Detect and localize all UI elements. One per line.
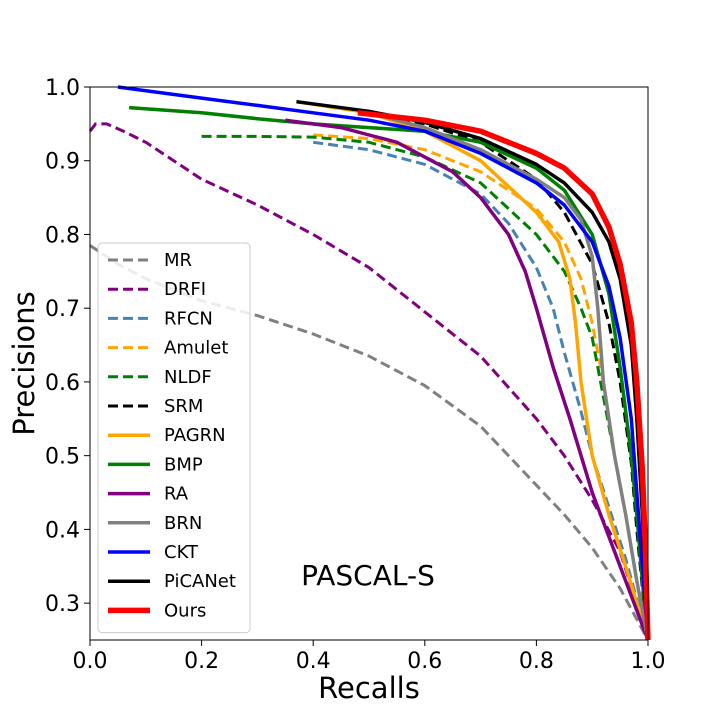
x-tick-label: 0.2	[184, 649, 219, 674]
legend-label: NLDF	[164, 367, 212, 388]
x-axis-ticks: 0.0 0.2 0.4 0.6 0.8 1.0	[73, 640, 666, 674]
x-axis-label: Recalls	[318, 671, 420, 705]
series-line-drfi	[88, 122, 650, 641]
plot-frame	[89, 86, 649, 641]
legend-label: Ours	[164, 600, 206, 621]
y-tick-label: 0.4	[45, 518, 80, 543]
x-tick-label: 0.8	[519, 649, 554, 674]
legend-label: BRN	[164, 513, 202, 534]
series-line-ours	[357, 110, 651, 641]
legend-label: Amulet	[164, 338, 228, 359]
legend-label: DRFI	[164, 279, 206, 300]
series-line-nldf	[201, 134, 650, 641]
legend-box	[97, 242, 251, 634]
legend-label: BMP	[164, 454, 203, 475]
y-tick-label: 0.5	[45, 445, 80, 470]
series-line-rfcn	[313, 140, 650, 641]
legend-label: PiCANet	[164, 571, 236, 592]
legend-label: MR	[164, 250, 192, 271]
x-tick-label: 1.0	[631, 649, 666, 674]
series-line-ckt	[117, 85, 650, 641]
legend-label: RA	[164, 484, 189, 505]
y-tick-label: 0.9	[45, 150, 80, 175]
legend: MR DRFI RFCN Amulet NLDF SRM PAGRN BMP RA BRN CKT P…	[97, 242, 251, 634]
y-tick-label: 0.8	[45, 223, 80, 248]
series-line-ra	[285, 118, 650, 641]
y-tick-label: 0.3	[45, 592, 80, 617]
legend-label: CKT	[164, 542, 199, 563]
x-tick-label: 0.0	[73, 649, 108, 674]
plot-area	[88, 85, 651, 641]
x-tick-label: 0.6	[407, 649, 442, 674]
y-tick-label: 0.6	[45, 371, 80, 396]
legend-label: SRM	[164, 396, 203, 417]
series-line-brn	[368, 111, 650, 641]
y-axis-ticks: 0.3 0.4 0.5 0.6 0.7 0.8 0.9 1.0	[45, 76, 90, 617]
y-axis-label: Precisions	[7, 291, 41, 436]
y-tick-label: 0.7	[45, 297, 80, 322]
series-group	[88, 85, 651, 641]
y-tick-label: 1.0	[45, 76, 80, 101]
legend-label: PAGRN	[164, 425, 226, 446]
legend-label: RFCN	[164, 308, 213, 329]
dataset-annotation: PASCAL-S	[301, 559, 435, 592]
x-tick-label: 0.4	[296, 649, 331, 674]
